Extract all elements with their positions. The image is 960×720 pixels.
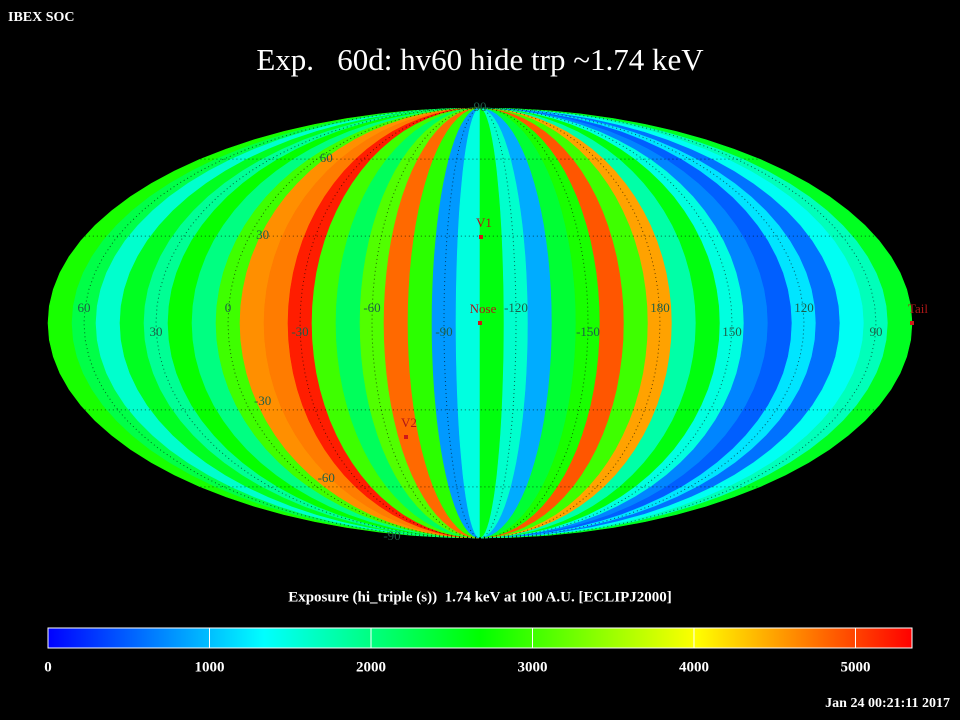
colorbar-tick-label: 3000 — [517, 659, 547, 675]
longitude-label: -60 — [363, 300, 380, 315]
colorbar-label: Exposure (hi_triple (s)) 1.74 keV at 100… — [288, 589, 672, 605]
marker-dot — [910, 321, 914, 325]
meridian — [83, 107, 481, 539]
corner-label: IBEX SOC — [8, 10, 75, 25]
colorbar-tick-label: 5000 — [840, 659, 870, 675]
latitude-label: 30 — [256, 227, 269, 242]
meridian — [479, 107, 589, 539]
meridian — [479, 107, 877, 539]
longitude-label: 180 — [650, 300, 670, 315]
marker-label: V2 — [401, 415, 417, 430]
latitude-label: 90 — [474, 99, 487, 114]
meridian — [227, 107, 481, 539]
longitude-label: -90 — [435, 324, 452, 339]
latitude-label: -30 — [254, 393, 271, 408]
marker-label: Nose — [470, 301, 497, 316]
marker-label: V1 — [476, 215, 492, 230]
longitude-label: 150 — [722, 324, 742, 339]
longitude-label: 60 — [78, 300, 91, 315]
longitude-label: 30 — [150, 324, 163, 339]
marker-dot — [478, 321, 482, 325]
colorbar-tick-label: 1000 — [194, 659, 224, 675]
latitude-label: 60 — [320, 150, 333, 165]
colorbar-tick-label: 2000 — [356, 659, 386, 675]
latitude-label: -90 — [383, 528, 400, 543]
meridian — [371, 107, 481, 539]
timestamp: Jan 24 00:21:11 2017 — [825, 696, 950, 711]
longitude-label: 120 — [794, 300, 814, 315]
longitude-label: -30 — [291, 324, 308, 339]
marker-dot — [404, 435, 408, 439]
longitude-label: -120 — [504, 300, 528, 315]
longitude-label: -150 — [576, 324, 600, 339]
latitude-label: -60 — [318, 470, 335, 485]
colorbar-tick-label: 4000 — [679, 659, 709, 675]
chart-title: Exp. 60d: hv60 hide trp ~1.74 keV — [256, 42, 704, 77]
longitude-label: 0 — [225, 300, 232, 315]
meridian — [479, 107, 733, 539]
longitude-label: 90 — [870, 324, 883, 339]
colorbar — [47, 627, 913, 649]
colorbar-tick-label: 0 — [44, 659, 52, 675]
marker-label: Tail — [908, 301, 928, 316]
marker-dot — [479, 235, 483, 239]
